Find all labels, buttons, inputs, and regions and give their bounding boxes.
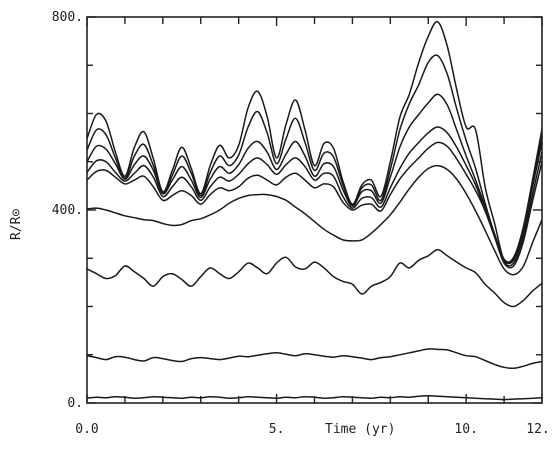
series-line-4: [86, 164, 543, 276]
x-tick-label: 12.: [526, 422, 549, 437]
series-line-7: [86, 93, 543, 265]
x-tick-label: 0.0: [75, 422, 98, 437]
y-axis-label: R/R⊙: [9, 209, 24, 240]
tick-labels: 0.0 5. 10. 12. 0. 400. 800.: [52, 10, 550, 437]
series-line-5: [86, 141, 543, 269]
series-line-2: [86, 348, 543, 370]
y-tick-label: 800.: [52, 10, 83, 25]
plot-frame: [86, 16, 543, 404]
x-tick-label: 5.: [269, 422, 285, 437]
axis-ticks: [86, 16, 543, 404]
y-tick-label: 400.: [52, 203, 83, 218]
series-group: [86, 20, 543, 401]
series-line-9: [86, 20, 543, 264]
series-line-3: [86, 248, 543, 308]
x-axis-label: Time (yr): [325, 422, 395, 437]
x-tick-label: 10.: [454, 422, 477, 437]
series-line-6: [86, 126, 543, 267]
series-line-1: [86, 395, 543, 401]
y-tick-label: 0.: [67, 396, 83, 411]
series-line-8: [86, 54, 543, 263]
